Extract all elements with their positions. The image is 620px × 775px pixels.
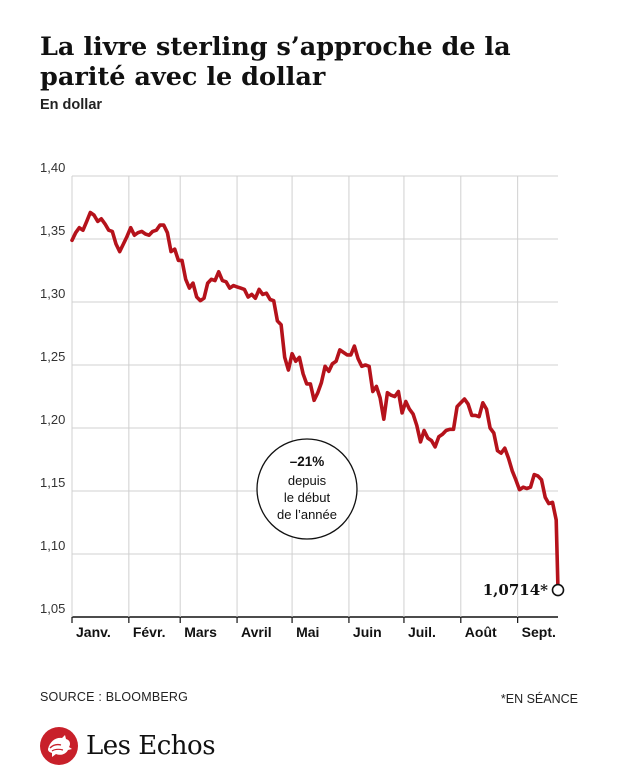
y-tick-label: 1,20 bbox=[40, 412, 65, 427]
annotation-value: –21% bbox=[290, 454, 325, 469]
series-line bbox=[70, 210, 560, 592]
y-tick-label: 1,30 bbox=[40, 286, 65, 301]
x-tick-label: Juil. bbox=[408, 624, 436, 640]
source-note: SOURCE : BLOOMBERG bbox=[40, 690, 189, 704]
y-tick-label: 1,05 bbox=[40, 601, 65, 616]
y-tick-label: 1,35 bbox=[40, 223, 65, 238]
brand-logo[interactable]: Les Echos bbox=[40, 724, 216, 768]
annotation-line-1: depuis bbox=[288, 473, 327, 488]
y-tick-label: 1,25 bbox=[40, 349, 65, 364]
x-tick-label: Juin bbox=[353, 624, 382, 640]
y-axis: 1,40 1,35 1,30 1,25 1,20 1,15 1,10 1,05 bbox=[40, 160, 65, 616]
annotation-line-2: le début bbox=[284, 490, 331, 505]
annotation-bubble: –21% depuis le début de l’année bbox=[256, 438, 358, 540]
line-chart: 1,40 1,35 1,30 1,25 1,20 1,15 1,10 1,05 Janv. Fé… bbox=[40, 160, 565, 640]
x-tick-label: Août bbox=[465, 624, 497, 640]
annotation-circle bbox=[256, 438, 358, 540]
rooster-logo-icon bbox=[40, 727, 78, 765]
footnote: *EN SÉANCE bbox=[500, 692, 578, 706]
last-value-marker bbox=[551, 583, 565, 597]
x-tick-label: Févr. bbox=[133, 624, 166, 640]
x-tick-label: Mars bbox=[184, 624, 217, 640]
grid bbox=[71, 175, 558, 623]
chart-title: La livre sterling s’approche de la parit… bbox=[40, 32, 511, 92]
last-value-label: 1,0714* bbox=[483, 581, 548, 599]
x-tick-label: Sept. bbox=[522, 624, 556, 640]
y-tick-label: 1,15 bbox=[40, 475, 65, 490]
brand-name: Les Echos bbox=[86, 731, 216, 761]
y-tick-label: 1,10 bbox=[40, 538, 65, 553]
x-tick-label: Janv. bbox=[76, 624, 111, 640]
y-tick-label: 1,40 bbox=[40, 160, 65, 175]
chart-subtitle: En dollar bbox=[40, 97, 103, 113]
x-tick-label: Avril bbox=[241, 624, 272, 640]
annotation-line-3: de l’année bbox=[277, 507, 337, 522]
x-tick-label: Mai bbox=[296, 624, 319, 640]
x-axis: Janv. Févr. Mars Avril Mai Juin Juil. Août Sept. bbox=[76, 624, 556, 640]
